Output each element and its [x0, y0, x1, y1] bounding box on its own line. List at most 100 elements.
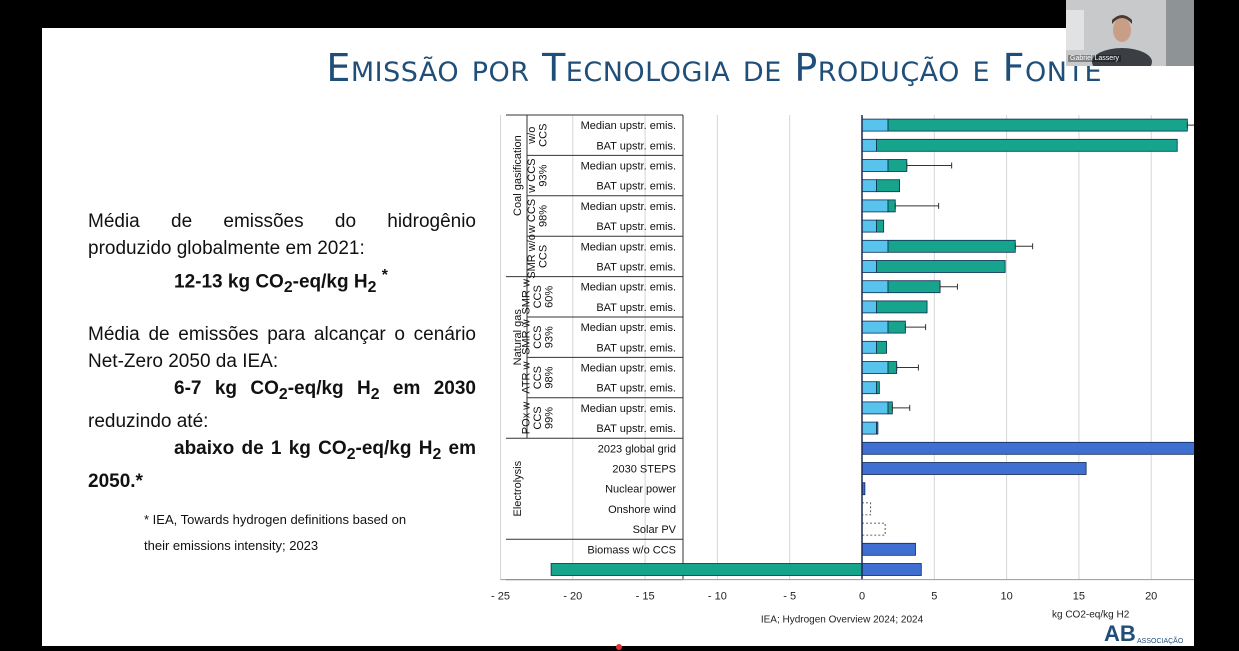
bar-electricity [861, 522, 886, 536]
bar-electricity [861, 542, 916, 556]
x-axis-label: kg CO2-eq/kg H2 [1052, 610, 1130, 621]
group-label: Natural gas [512, 309, 524, 366]
row-label: Nuclear power [605, 484, 676, 496]
row-label: BAT upstr. emis. [596, 221, 676, 233]
text-line: reduzindo até: [88, 410, 209, 432]
row-label: Median upstr. emis. [581, 403, 676, 415]
row-label: BAT upstr. emis. [596, 423, 676, 435]
row-label: BAT upstr. emis. [596, 140, 676, 152]
emission-value-2050: abaixo de 1 kg CO2-eq/kg H2 em [174, 437, 476, 463]
bar-upstream [861, 381, 877, 395]
bar-upstream [861, 118, 889, 132]
text-line: Média de emissões do hidrogênio [88, 211, 476, 232]
bar-upstream [861, 421, 877, 435]
subgroup-label: CCS [538, 245, 550, 268]
x-tick-label: 10 [1000, 591, 1012, 603]
subgroup-label: CCS [532, 326, 544, 349]
subgroup-label: CCS [532, 285, 544, 308]
bar-electricity [861, 462, 1087, 475]
group-label: Electrolysis [512, 460, 524, 516]
emission-value-2050-end: 2050.* [88, 470, 143, 492]
bar-upstream [861, 219, 877, 233]
slide-title: Emissão por Tecnologia de Produção e Fon… [326, 46, 1102, 90]
row-label: Median upstr. emis. [581, 201, 676, 213]
emission-value: 12-13 kg CO2-eq/kg H2 * [174, 267, 388, 297]
bar-upstream [861, 179, 877, 193]
bar-upstream [861, 138, 877, 152]
participant-name: Gabriel Lassery [1068, 55, 1122, 62]
row-label: BAT upstr. emis. [596, 302, 676, 314]
subgroup-label: 99% [543, 407, 555, 429]
bar-upstream [861, 239, 889, 253]
x-tick-label: 20 [1145, 591, 1157, 603]
emission-value-2030: 6-7 kg CO2-eq/kg H2 em 2030 [174, 378, 477, 403]
x-tick-label: - 10 [708, 591, 727, 603]
bar-process [887, 239, 1016, 253]
subgroup-label: w CCS [526, 158, 538, 193]
row-label: Median upstr. emis. [581, 322, 676, 334]
row-label: Median upstr. emis. [581, 282, 676, 294]
bar-process [887, 361, 898, 374]
subgroup-label: SMR w [520, 279, 532, 315]
slide: Emissão por Tecnologia de Produção e Fon… [42, 28, 1194, 646]
abh2-logo: AB [1104, 621, 1136, 646]
row-label: Solar PV [633, 524, 677, 536]
logo-subtitle: ASSOCIAÇÃO [1137, 638, 1184, 645]
subgroup-label: 93% [543, 326, 555, 348]
subgroup-label: ATR w [520, 361, 532, 393]
bar-upstream [861, 320, 889, 334]
bar-upstream [861, 300, 877, 314]
row-label: BAT upstr. emis. [596, 342, 676, 354]
footnote-line: * IEA, Towards hydrogen definitions base… [144, 511, 407, 527]
bar-process [876, 381, 880, 395]
row-label: 2023 global grid [598, 443, 676, 455]
bar-process [887, 280, 941, 294]
chart-source: IEA; Hydrogen Overview 2024; 2024 [761, 615, 924, 626]
bar-process [887, 199, 896, 213]
text-line: Média de emissões para alcançar o cenári… [88, 324, 476, 346]
x-tick-label: - 20 [563, 591, 582, 603]
bar-process [887, 118, 1188, 132]
row-label: Biomass w/o CCS [587, 544, 676, 556]
x-tick-label: - 25 [491, 591, 510, 603]
row-label: BAT upstr. emis. [596, 262, 676, 274]
bar-upstream [861, 199, 889, 213]
footnote: * IEA, Towards hydrogen definitions base… [88, 507, 476, 559]
subgroup-label: w/o [526, 127, 538, 145]
left-text-block: Média de emissões do hidrogênio produzid… [88, 208, 476, 559]
pointer-cursor [616, 644, 622, 650]
row-label: 2030 STEPS [612, 464, 676, 476]
row-label: BAT upstr. emis. [596, 181, 676, 193]
bar-upstream [861, 159, 889, 172]
subgroup-label: 93% [538, 164, 550, 186]
bar-upstream [861, 280, 889, 294]
text-line: produzido globalmente em 2021: [88, 238, 365, 259]
bar-upstream [861, 361, 889, 374]
subgroup-label: SMR w [520, 319, 532, 355]
bar-process [876, 219, 885, 233]
row-label: Median upstr. emis. [581, 161, 676, 173]
bar-upstream [861, 401, 889, 415]
bar-process [887, 320, 906, 334]
bar-electricity [861, 441, 1194, 455]
subgroup-label: 98% [543, 366, 555, 388]
bar-upstream [861, 260, 877, 273]
webcam-thumbnail[interactable]: Gabriel Lassery [1066, 0, 1194, 66]
subgroup-label: 98% [538, 205, 550, 227]
row-label: Median upstr. emis. [581, 241, 676, 253]
row-label: BAT upstr. emis. [596, 383, 676, 395]
person-video-icon [1066, 0, 1194, 66]
footnote-line: their emissions intensity; 2023 [144, 537, 319, 553]
subgroup-label: CCS [532, 366, 544, 389]
group-label: Coal gasification [512, 135, 524, 216]
bar-process [876, 340, 887, 354]
bar-upstream [861, 340, 877, 354]
bar-process [887, 159, 908, 172]
bar-electricity [861, 563, 922, 576]
x-tick-label: - 15 [636, 591, 655, 603]
bar-process [876, 421, 879, 435]
emissions-chart: - 25- 20- 15- 10- 50510152025303540kg CO… [491, 114, 1194, 626]
row-label: Median upstr. emis. [581, 363, 676, 375]
row-label: Onshore wind [608, 504, 676, 516]
bar-process [550, 563, 863, 576]
